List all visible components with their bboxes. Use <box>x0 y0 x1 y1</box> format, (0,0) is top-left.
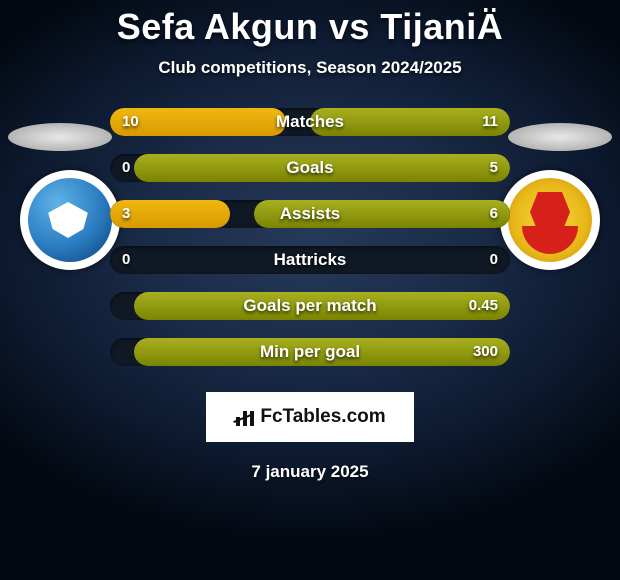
stat-label: Hattricks <box>110 246 510 274</box>
brand-text: FcTables.com <box>260 406 385 428</box>
stat-row: 0.45Goals per match <box>110 292 510 320</box>
club-badge-right-icon <box>508 178 592 262</box>
stat-label: Assists <box>110 200 510 228</box>
player-right-placeholder <box>508 123 612 151</box>
stat-label: Goals <box>110 154 510 182</box>
stat-row: 300Min per goal <box>110 338 510 366</box>
page-title: Sefa Akgun vs TijaniÄ <box>117 6 504 48</box>
stat-label: Min per goal <box>110 338 510 366</box>
stat-row: 1011Matches <box>110 108 510 136</box>
stat-row: 36Assists <box>110 200 510 228</box>
stat-bars: 1011Matches 05Goals 36Assists 00Hattricks 0.… <box>110 108 510 366</box>
subtitle: Club competitions, Season 2024/2025 <box>158 58 461 78</box>
footer-date: 7 january 2025 <box>251 462 368 482</box>
club-badge-left-icon <box>28 178 112 262</box>
brand-logo[interactable]: FcTables.com <box>206 392 414 442</box>
stat-row: 00Hattricks <box>110 246 510 274</box>
club-badge-right <box>500 170 600 270</box>
stat-label: Goals per match <box>110 292 510 320</box>
bar-chart-icon <box>234 408 256 426</box>
comparison-card: Sefa Akgun vs TijaniÄ Club competitions,… <box>0 0 620 580</box>
club-badge-left <box>20 170 120 270</box>
player-left-placeholder <box>8 123 112 151</box>
stat-row: 05Goals <box>110 154 510 182</box>
stat-label: Matches <box>110 108 510 136</box>
